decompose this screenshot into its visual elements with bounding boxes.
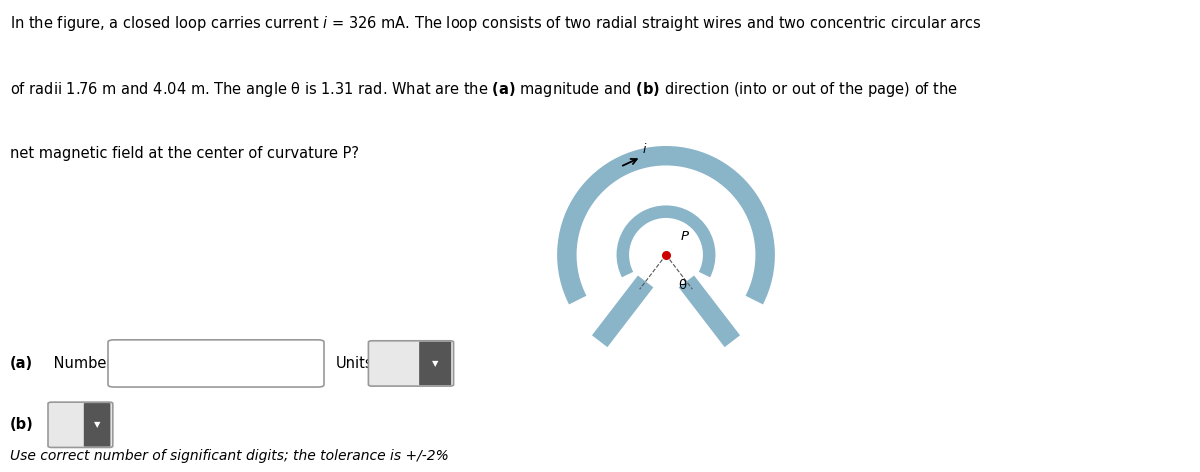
Text: ▼: ▼ (432, 359, 438, 368)
Text: Number: Number (49, 356, 113, 371)
FancyBboxPatch shape (108, 340, 324, 387)
FancyBboxPatch shape (48, 402, 113, 447)
Text: P: P (680, 230, 689, 243)
Text: θ: θ (678, 278, 686, 292)
Text: of radii 1.76 m and 4.04 m. The angle θ is 1.31 rad. What are the $\mathbf{(a)}$: of radii 1.76 m and 4.04 m. The angle θ … (10, 80, 958, 99)
FancyBboxPatch shape (419, 342, 451, 385)
Text: Use correct number of significant digits; the tolerance is +/-2%: Use correct number of significant digits… (10, 448, 449, 463)
Text: (a): (a) (10, 356, 32, 371)
Text: In the figure, a closed loop carries current $i$ = 326 mA. The loop consists of : In the figure, a closed loop carries cur… (10, 14, 982, 33)
Text: net magnetic field at the center of curvature P?: net magnetic field at the center of curv… (10, 146, 359, 161)
Text: (b): (b) (10, 417, 34, 432)
Text: ▼: ▼ (94, 420, 101, 430)
Text: $i$: $i$ (642, 142, 648, 156)
FancyBboxPatch shape (84, 403, 110, 447)
FancyBboxPatch shape (368, 341, 454, 386)
Text: Units: Units (336, 356, 373, 371)
